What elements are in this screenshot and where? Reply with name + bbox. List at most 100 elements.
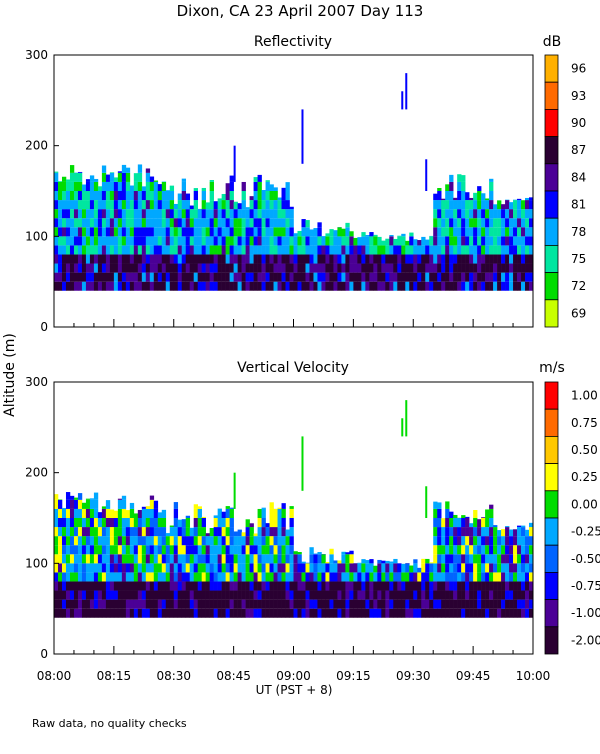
- heatmap-cell: [102, 209, 106, 218]
- heatmap-cell: [501, 204, 505, 209]
- heatmap-cell: [110, 518, 114, 527]
- heatmap-cell: [509, 581, 513, 590]
- x-tick-label: 09:45: [456, 669, 491, 683]
- heatmap-cell: [493, 209, 497, 218]
- heatmap-cell: [74, 572, 78, 581]
- heatmap-cell: [401, 282, 405, 291]
- colorbar-label: 78: [571, 225, 586, 239]
- heatmap-cell: [481, 581, 485, 590]
- heatmap-cell: [453, 282, 457, 291]
- heatmap-cell: [202, 264, 206, 273]
- heatmap-cell: [473, 227, 477, 236]
- heatmap-cell: [282, 236, 286, 245]
- heatmap-cell: [409, 233, 413, 237]
- heatmap-cell: [465, 545, 469, 554]
- heatmap-cell: [309, 563, 313, 572]
- heatmap-cell: [254, 533, 258, 536]
- heatmap-cell: [461, 236, 465, 245]
- heatmap-cell: [513, 545, 517, 554]
- heatmap-cell: [437, 572, 441, 581]
- heatmap-cell: [206, 554, 210, 563]
- heatmap-cell: [493, 218, 497, 227]
- heatmap-cell: [341, 254, 345, 263]
- heatmap-cell: [481, 554, 485, 563]
- heatmap-cell: [194, 563, 198, 572]
- heatmap-cell: [521, 218, 525, 227]
- heatmap-cell: [214, 536, 218, 545]
- heatmap-cell: [377, 609, 381, 618]
- heatmap-cell: [333, 591, 337, 600]
- heatmap-cell: [485, 509, 489, 518]
- heatmap-cell: [242, 563, 246, 572]
- heatmap-cell: [317, 227, 321, 236]
- heatmap-cell: [254, 245, 258, 254]
- heatmap-cell: [445, 600, 449, 609]
- heatmap-cell: [513, 581, 517, 590]
- heatmap-cell: [274, 191, 278, 200]
- heatmap-cell: [214, 545, 218, 554]
- heatmap-cell: [206, 264, 210, 273]
- heatmap-cell: [194, 245, 198, 254]
- heatmap-cell: [162, 273, 166, 282]
- heatmap-cell: [110, 172, 114, 173]
- heatmap-cell: [202, 273, 206, 282]
- heatmap-cell: [437, 509, 441, 518]
- heatmap-cell: [158, 609, 162, 618]
- heatmap-cell: [457, 227, 461, 236]
- heatmap-cell: [489, 182, 493, 191]
- heatmap-cell: [266, 563, 270, 572]
- heatmap-cell: [266, 245, 270, 254]
- heatmap-cell: [413, 264, 417, 273]
- heatmap-cell: [473, 591, 477, 600]
- heatmap-cell: [433, 518, 437, 527]
- heatmap-cell: [329, 554, 333, 563]
- heatmap-cell: [266, 273, 270, 282]
- heatmap-cell: [174, 236, 178, 245]
- heatmap-cell: [162, 609, 166, 618]
- heatmap-cell: [417, 568, 421, 573]
- heatmap-cell: [230, 572, 234, 581]
- heatmap-cell: [349, 609, 353, 618]
- heatmap-cell: [282, 591, 286, 600]
- heatmap-cell: [369, 232, 373, 236]
- heatmap-cell: [254, 191, 258, 200]
- heatmap-cell: [186, 218, 190, 227]
- heatmap-cell: [345, 245, 349, 254]
- heatmap-cell: [222, 545, 226, 554]
- heatmap-cell: [142, 563, 146, 572]
- heatmap-cell: [246, 600, 250, 609]
- heatmap-cell: [477, 200, 481, 209]
- heatmap-cell: [509, 563, 513, 572]
- heatmap-cell: [214, 236, 218, 245]
- heatmap-cell: [489, 572, 493, 581]
- heatmap-cell: [58, 227, 62, 236]
- heatmap-cell: [210, 536, 214, 545]
- heatmap-cell: [521, 536, 525, 545]
- heatmap-cell: [246, 245, 250, 254]
- heatmap-cell: [114, 581, 118, 590]
- heatmap-cell: [186, 536, 190, 545]
- heatmap-cell: [473, 264, 477, 273]
- heatmap-cell: [389, 264, 393, 273]
- heatmap-cell: [90, 554, 94, 563]
- heatmap-cell: [58, 609, 62, 618]
- heatmap-cell: [413, 239, 417, 245]
- heatmap-cell: [70, 527, 74, 536]
- heatmap-cell: [341, 273, 345, 282]
- heatmap-cell: [349, 282, 353, 291]
- heatmap-cell: [170, 536, 174, 545]
- heatmap-cell: [493, 600, 497, 609]
- heatmap-cell: [130, 572, 134, 581]
- heatmap-cell: [509, 536, 513, 545]
- heatmap-cell: [525, 209, 529, 218]
- heatmap-cell: [126, 264, 130, 273]
- heatmap-cell: [226, 218, 230, 227]
- heatmap-cell: [106, 563, 110, 572]
- heatmap-cell: [357, 273, 361, 282]
- heatmap-cell: [178, 218, 182, 227]
- colorbar-swatch: [545, 109, 558, 136]
- velocity-colorbar: 1.000.750.500.250.00-0.25-0.50-0.75-1.00…: [545, 382, 600, 654]
- heatmap-cell: [389, 235, 393, 236]
- heatmap-cell: [441, 536, 445, 545]
- heatmap-cell: [286, 218, 290, 227]
